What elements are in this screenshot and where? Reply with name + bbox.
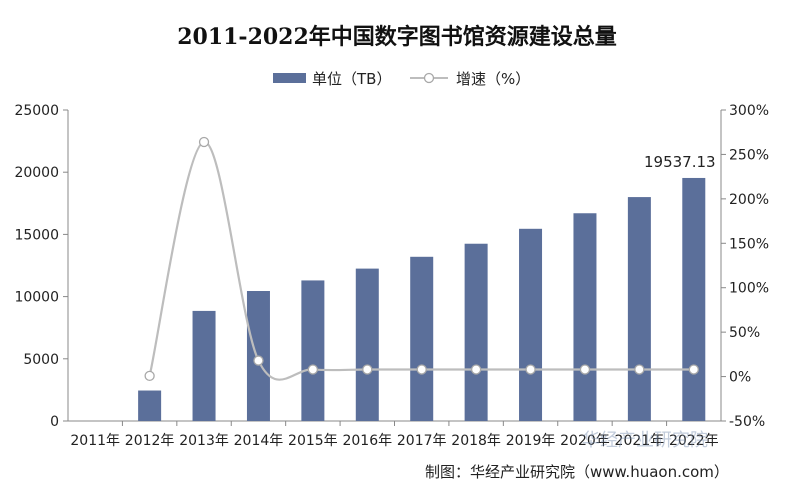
left-tick-label: 15000 <box>14 227 59 243</box>
x-tick-label: 2017年 <box>397 433 447 449</box>
right-axis-ticks: -50% 0% 50% 100% 150% 200% 250% 300% <box>721 103 769 430</box>
x-tick-label: 2011年 <box>70 433 120 449</box>
growth-point-2019年 <box>525 364 536 375</box>
bar-2012年 <box>138 390 162 421</box>
bar-series <box>138 177 706 421</box>
left-tick-label: 25000 <box>14 103 59 119</box>
line-series <box>144 136 699 382</box>
growth-point-2012年 <box>144 370 155 382</box>
legend-bar-swatch <box>273 73 306 83</box>
x-tick-label: 2014年 <box>234 433 284 449</box>
growth-point-2022年 <box>688 364 699 375</box>
growth-point-2021年 <box>634 364 645 375</box>
right-tick-label: 100% <box>729 281 769 297</box>
x-tick-label: 2015年 <box>288 433 338 449</box>
right-tick-label: 150% <box>729 236 769 252</box>
right-tick-label: 300% <box>729 103 769 119</box>
growth-point-2014年 <box>253 355 264 366</box>
left-tick-label: 5000 <box>23 352 59 368</box>
left-tick-label: 10000 <box>14 290 59 306</box>
growth-point-2015年 <box>307 364 319 375</box>
bar-2019年 <box>519 228 543 421</box>
chart-legend: 单位（TB） 增速（%） <box>273 70 530 88</box>
chart-axes <box>67 110 722 422</box>
bar-2013年 <box>192 310 216 421</box>
x-tick-label: 2012年 <box>125 433 175 449</box>
bar-2016年 <box>355 268 379 421</box>
left-tick-label: 0 <box>50 414 59 430</box>
x-tick-label: 2019年 <box>506 433 556 449</box>
growth-point-2020年 <box>579 364 591 375</box>
chart-title: 2011-2022年中国数字图书馆资源建设总量 <box>177 24 617 50</box>
x-tick-label: 2021年 <box>615 433 665 449</box>
left-axis-ticks: 0 5000 10000 15000 20000 25000 <box>14 103 68 430</box>
bar-2018年 <box>464 243 488 421</box>
right-tick-label: 200% <box>729 192 769 208</box>
x-tick-label: 2018年 <box>451 433 501 449</box>
legend-bar-label: 单位（TB） <box>312 70 391 88</box>
growth-point-2018年 <box>470 364 482 375</box>
right-tick-label: 0% <box>729 370 751 386</box>
right-tick-label: 250% <box>729 147 769 163</box>
left-tick-label: 20000 <box>14 165 59 181</box>
legend-line-label: 增速（%） <box>456 70 530 88</box>
x-tick-label: 2016年 <box>342 433 392 449</box>
bar-2022年 <box>682 177 706 421</box>
right-tick-label: -50% <box>729 414 765 430</box>
growth-point-2016年 <box>362 364 373 375</box>
bar-2020年 <box>573 213 597 421</box>
x-axis-ticks: 2011年 2012年 2013年 2014年 2015年 2016年 2017年 2018年… <box>70 421 719 449</box>
last-bar-value-label: 19537.13 <box>644 153 716 171</box>
x-tick-label: 2020年 <box>560 433 610 449</box>
legend-line-marker <box>423 72 435 84</box>
growth-point-2017年 <box>416 364 427 375</box>
x-tick-label: 2013年 <box>179 433 229 449</box>
bar-2015年 <box>301 280 325 421</box>
right-tick-label: 50% <box>729 325 760 341</box>
x-tick-label: 2022年 <box>669 433 719 449</box>
bar-2021年 <box>627 197 651 421</box>
source-credit: 制图：华经产业研究院（www.huaon.com） <box>425 463 729 481</box>
watermark: 华经产业研究院 <box>582 430 708 451</box>
bar-2017年 <box>410 256 434 421</box>
growth-point-2013年 <box>198 136 210 148</box>
